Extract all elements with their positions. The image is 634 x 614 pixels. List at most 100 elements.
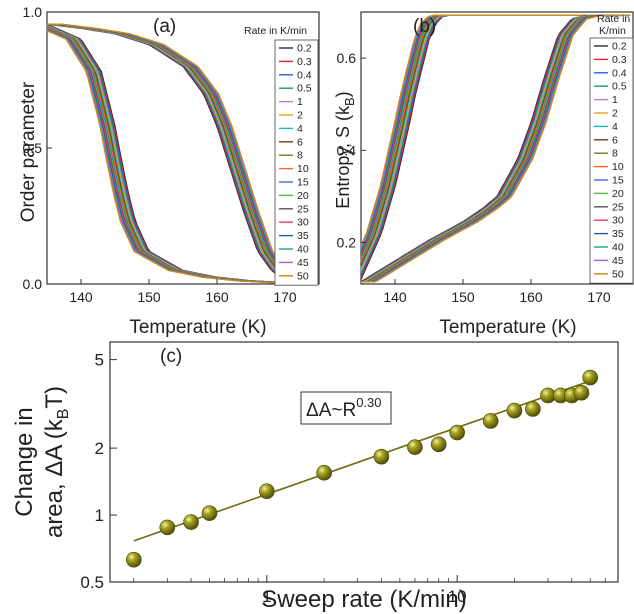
panel-a-curve-heating-50 <box>47 23 317 283</box>
panel-b-legend-label: 6 <box>612 134 618 146</box>
panel-a-legend-label: 1 <box>297 96 303 108</box>
panel-a-xlabel: Temperature (K) <box>129 317 266 338</box>
panel-c-point <box>316 464 332 481</box>
panel-c-point <box>506 402 523 419</box>
panel-a-xtick-label: 150 <box>137 289 161 305</box>
panel-b-legend-label: 0.3 <box>612 54 627 66</box>
panel-a-legend-label: 35 <box>297 230 309 242</box>
panel-c-ytick-label: 5 <box>95 351 104 370</box>
panel-c: 1 10 0.5 1 2 5 (c) ΔA~R0.30 Change in area, Δ… <box>11 341 619 613</box>
panel-b-label: (b) <box>413 16 436 37</box>
panel-b-xtick-label: 150 <box>451 289 475 305</box>
panel-b-legend-label: 0.5 <box>612 81 627 93</box>
panel-c-ytick-label: 2 <box>95 439 104 458</box>
panel-b-ytick-label: 0.6 <box>337 50 357 66</box>
panel-b-ylabel: Entropy, S (kB) <box>333 91 357 208</box>
panel-a-ytick-label: 0.5 <box>23 140 43 156</box>
panel-a-legend-label: 8 <box>297 150 303 162</box>
panel-b-ylabel-end: ) <box>333 91 353 97</box>
panel-a-legend-label: 0.4 <box>297 69 312 81</box>
panel-b-xtick-label: 160 <box>519 289 543 305</box>
panel-c-xtick-label: 1 <box>262 587 271 606</box>
panel-b-curve-heating-50 <box>361 14 631 283</box>
panel-c-point <box>373 448 390 465</box>
panel-c-point <box>430 436 447 453</box>
panel-a-xtick-label: 170 <box>273 289 297 305</box>
panel-b-ylabel-sub: B <box>342 97 357 106</box>
panel-c-xtick-label: 10 <box>448 587 467 606</box>
panel-a-legend-label: 40 <box>297 244 309 256</box>
panel-b-legend-label: 25 <box>612 201 624 213</box>
panel-b-legend-label: 35 <box>612 228 624 240</box>
panel-a-legend-label: 0.5 <box>297 83 312 95</box>
panel-a-ytick-label: 0.0 <box>23 276 43 292</box>
panel-a-xtick-label: 160 <box>205 289 229 305</box>
panel-b-xtick-label: 170 <box>587 289 611 305</box>
panel-b-axes: 140 150 160 170 0.2 0.4 0.6 <box>337 50 611 305</box>
panel-c-point <box>259 483 275 500</box>
panel-c-ytick-label: 0.5 <box>80 573 104 592</box>
panel-b-legend-title-1: Rate in <box>597 13 630 25</box>
panel-a-legend-label: 2 <box>297 110 303 122</box>
panel-b: 140 150 160 170 0.2 0.4 0.6 (b) Entropy, S (kB… <box>333 11 634 338</box>
panel-a-legend-label: 6 <box>297 136 303 148</box>
panel-b-curves <box>360 14 631 283</box>
panel-b-legend-label: 40 <box>612 242 624 254</box>
panel-b-legend-label: 10 <box>612 161 624 173</box>
panel-c-points <box>125 369 598 568</box>
panel-b-ytick-label: 0.2 <box>337 235 357 251</box>
panel-a-legend-label: 0.2 <box>297 43 312 55</box>
panel-c-ylabel-line1: Change in <box>11 407 38 516</box>
panel-a-ytick-label: 1.0 <box>23 4 43 20</box>
panel-b-legend-label: 15 <box>612 175 624 187</box>
panel-a-axes: 140 150 160 170 0.0 0.5 1.0 <box>23 4 297 305</box>
panel-a-label: (a) <box>153 16 176 37</box>
panel-b-legend-box <box>589 37 634 284</box>
panel-c-ylabel-line2-sub: B <box>55 409 72 420</box>
panel-a-legend-label: 25 <box>297 203 309 215</box>
panel-b-legend-label: 8 <box>612 148 618 160</box>
panel-c-point <box>525 401 541 417</box>
panel-a-legend-label: 4 <box>297 123 303 135</box>
panel-a-legend-label: 10 <box>297 163 309 175</box>
panel-c-point <box>201 505 218 521</box>
panel-b-legend-title-2: K/min <box>599 25 626 37</box>
panel-a-legend-title: Rate in K/min <box>244 25 307 37</box>
panel-b-legend-label: 2 <box>612 108 618 120</box>
panel-c-point <box>159 519 176 536</box>
panel-a-curves <box>46 23 317 285</box>
panel-c-annotation-base: ΔA~R <box>306 400 356 421</box>
panel-b-ytick-label: 0.4 <box>337 142 357 158</box>
panel-c-point <box>183 514 199 530</box>
panel-a-legend-label: 0.3 <box>297 56 312 68</box>
panel-a-legend-box <box>274 39 319 286</box>
panel-b-legend-label: 4 <box>612 121 618 133</box>
panel-b-legend-label: 45 <box>612 255 624 267</box>
panel-a-legend-label: 45 <box>297 257 309 269</box>
panel-c-point <box>482 413 499 429</box>
panel-c-ytick-label: 1 <box>95 506 104 525</box>
panel-b-legend-label: 0.4 <box>612 67 627 79</box>
panel-b-legend-label: 20 <box>612 188 624 200</box>
panel-c-point <box>573 384 590 401</box>
panel-a-legend-label: 20 <box>297 190 309 202</box>
panel-b-xtick-label: 140 <box>383 289 407 305</box>
panel-c-axes: 1 10 0.5 1 2 5 <box>80 351 606 606</box>
panel-c-annotation-box <box>300 391 392 425</box>
panel-b-ylabel-main: Entropy, S (k <box>333 105 353 209</box>
panel-c-label: (c) <box>160 346 182 367</box>
panel-a-curve-cooling-50 <box>46 30 317 285</box>
panel-a-ylabel: Order parameter <box>18 81 39 222</box>
panel-c-point <box>582 369 598 386</box>
panel-a-legend-label: 30 <box>297 217 309 229</box>
panel-c-point <box>407 439 423 455</box>
panel-c-ylabel-line2-main: area, ΔA (k <box>41 418 68 538</box>
panel-a-legend-label: 15 <box>297 177 309 189</box>
panel-c-ylabel-line2: area, ΔA (kBT) <box>41 386 72 538</box>
panel-b-legend-label: 0.2 <box>612 41 627 53</box>
panel-c-point <box>125 551 142 568</box>
